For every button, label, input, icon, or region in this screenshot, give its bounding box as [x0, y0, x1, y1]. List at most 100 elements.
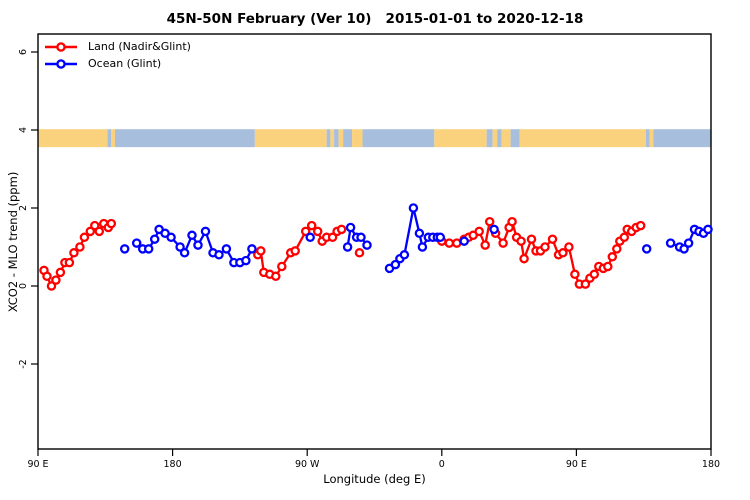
- land-data-point: [312, 226, 323, 237]
- land-data-point: [94, 226, 105, 237]
- map-band-segment-ocean: [497, 129, 502, 148]
- land-data-point: [106, 218, 117, 229]
- ocean-data-point: [459, 236, 469, 246]
- ocean-data-point: [175, 242, 185, 252]
- x-tick-label: 180: [702, 459, 720, 470]
- ocean-data-point: [683, 238, 694, 248]
- land-data-point: [290, 246, 300, 256]
- land-data-point: [90, 220, 100, 231]
- ocean-data-point: [200, 226, 211, 237]
- land-data-point: [589, 269, 600, 280]
- land-data-point: [46, 281, 57, 291]
- x-tick-label: 90 E: [566, 459, 587, 470]
- land-data-point: [327, 232, 338, 243]
- ocean-data-point: [665, 238, 676, 248]
- land-data-point: [300, 226, 311, 237]
- y-tick-label: 2: [18, 205, 29, 211]
- land-data-point: [79, 232, 90, 243]
- ocean-data-point: [247, 244, 257, 254]
- map-band-segment-land: [352, 129, 363, 148]
- land-data-point: [498, 238, 508, 248]
- map-band-segment-ocean: [486, 129, 493, 148]
- land-data-point: [570, 269, 580, 280]
- map-band-segment-ocean: [645, 129, 650, 148]
- land-data-point: [516, 236, 526, 246]
- ocean-data-point: [187, 230, 197, 241]
- land-series-symbol: [45, 41, 77, 52]
- land-data-point: [540, 242, 550, 252]
- ocean-data-point: [362, 240, 372, 250]
- plot-border: [37, 33, 712, 450]
- land-data-point: [336, 224, 347, 235]
- map-band-segment-land: [338, 129, 344, 148]
- land-data-point: [603, 261, 613, 272]
- land-data-point: [452, 238, 462, 248]
- map-band-segment-ocean: [334, 129, 339, 148]
- ocean-series-symbol: [45, 58, 77, 69]
- land-data-point: [612, 244, 622, 254]
- ocean-data-point: [703, 224, 713, 235]
- land-data-point: [277, 261, 287, 272]
- map-band-segment-land: [254, 129, 327, 148]
- map-band-segment-ocean: [326, 129, 331, 148]
- map-band-segment-land: [519, 129, 646, 148]
- land-data-point: [306, 220, 317, 231]
- map-band-segment-ocean: [343, 129, 353, 148]
- map-band-segment-ocean: [107, 129, 112, 148]
- legend-label-land: Land (Nadir&Glint): [88, 40, 191, 53]
- land-data-point: [484, 216, 495, 227]
- map-band-segment-ocean: [362, 129, 435, 148]
- ocean-data-point: [241, 255, 251, 266]
- ocean-data-point: [435, 232, 446, 243]
- map-band-segment-ocean: [510, 129, 520, 148]
- ocean-data-point: [305, 232, 315, 243]
- land-data-point: [55, 267, 66, 278]
- land-data-point: [607, 252, 618, 262]
- land-data-point: [635, 220, 646, 231]
- map-band-segment-ocean: [653, 129, 711, 148]
- ocean-data-point: [342, 242, 353, 252]
- ocean-data-point: [193, 240, 203, 250]
- legend: Land (Nadir&Glint) Ocean (Glint): [44, 38, 191, 72]
- land-data-point: [547, 234, 558, 244]
- x-tick-label: 180: [164, 459, 182, 470]
- map-band-segment-land: [38, 129, 108, 148]
- map-band-segment-land: [649, 129, 654, 148]
- y-tick-label: 0: [18, 283, 29, 289]
- x-tick-label: 0: [439, 459, 445, 470]
- y-tick-label: 4: [18, 127, 29, 133]
- map-band-segment-land: [111, 129, 116, 148]
- land-data-point: [42, 271, 52, 282]
- ocean-data-point: [179, 248, 190, 258]
- ocean-data-point: [641, 244, 652, 254]
- ocean-data-point: [149, 234, 160, 244]
- x-axis-title: Longitude (deg E): [323, 472, 426, 486]
- land-data-point: [619, 232, 630, 243]
- land-data-point: [519, 253, 529, 264]
- land-data-point: [526, 234, 537, 244]
- x-tick-label: 90 W: [295, 459, 320, 470]
- map-band-segment-land: [492, 129, 498, 148]
- ocean-data-point: [399, 250, 410, 260]
- ocean-data-point: [221, 244, 232, 254]
- y-tick-label: -2: [18, 359, 29, 368]
- land-data-point: [564, 242, 574, 252]
- legend-item-ocean: Ocean (Glint): [44, 55, 191, 72]
- chart-title: 45N-50N February (Ver 10) 2015-01-01 to …: [166, 11, 584, 27]
- map-band-segment-land: [501, 129, 511, 148]
- land-data-point: [256, 246, 266, 256]
- ocean-data-point: [345, 222, 356, 233]
- ocean-data-point: [356, 232, 366, 243]
- x-tick-label: 90 E: [27, 459, 48, 470]
- land-data-point: [580, 279, 591, 289]
- ocean-data-point: [417, 242, 428, 252]
- y-tick-label: 6: [18, 49, 29, 55]
- land-data-point: [354, 248, 365, 258]
- land-data-point: [69, 248, 79, 258]
- ocean-data-point: [679, 244, 689, 254]
- map-band-segment-land: [434, 129, 487, 148]
- map-band-segment-ocean: [115, 129, 255, 148]
- land-data-point: [558, 248, 568, 258]
